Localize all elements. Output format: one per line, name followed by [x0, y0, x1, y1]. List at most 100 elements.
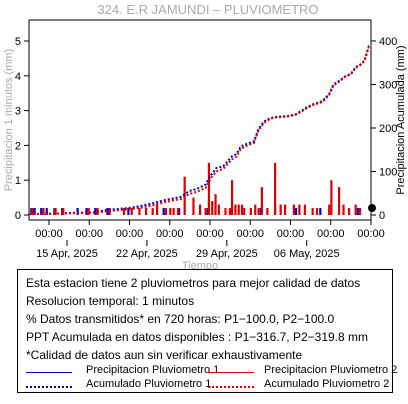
precip-bar [228, 208, 231, 215]
precip-bar [224, 208, 227, 215]
precip-bar [130, 208, 133, 215]
precip-bar [354, 204, 357, 215]
precip-bar [172, 208, 175, 215]
x-date-label: 29 Apr, 2025 [196, 248, 258, 260]
info-line-resolution: Resolucion temporal: 1 minutos [26, 294, 195, 308]
precip-bar [40, 208, 43, 215]
left-tick-label: 5 [15, 36, 21, 48]
left-tick-label: 2 [15, 140, 21, 152]
x-time-label: 00:00 [116, 228, 144, 240]
precip-bar [315, 208, 319, 215]
right-tick-label: 400 [379, 36, 397, 48]
precip-bar [162, 208, 165, 215]
precip-bar [151, 208, 154, 215]
precip-bar [257, 208, 260, 215]
precip-bar [30, 208, 33, 215]
right-axis-ticks: 0 100 200 300 400 [371, 36, 397, 222]
precip-bar [31, 208, 34, 215]
precip-bar [243, 208, 246, 215]
info-line-pluviometers: Esta estacion tiene 2 pluviometros para … [26, 276, 361, 290]
left-tick-label: 0 [15, 210, 21, 222]
precip-bar [199, 204, 202, 215]
left-axis-label: Precipitacion 1 minutos (mm) [3, 49, 15, 191]
precip-bar [294, 208, 298, 215]
precip-bar [234, 204, 237, 215]
precip-bar [311, 208, 314, 215]
x-date-label: 15 Apr, 2025 [36, 248, 98, 260]
precip-bar [342, 204, 345, 215]
precip-bar [61, 208, 64, 215]
precip-bar [207, 162, 211, 215]
x-date-label: 22 Apr, 2025 [116, 248, 178, 260]
precip-bar [164, 208, 167, 215]
precip-bar [178, 208, 181, 215]
precip-bar [217, 204, 220, 215]
accumulated-line [28, 45, 372, 216]
left-tick-label: 1 [15, 175, 21, 187]
x-time-label: 00:00 [75, 228, 103, 240]
precip-bar [45, 208, 48, 215]
precip-bar [328, 204, 331, 215]
precip-bar [214, 194, 217, 215]
right-tick-label: 100 [379, 167, 397, 179]
precip-bar [338, 187, 341, 215]
legend-label-accum-1: Acumulado Pluviometro 1 [86, 378, 212, 390]
precip-bar [211, 201, 214, 215]
precip-bar [266, 208, 269, 215]
precip-bar [54, 208, 57, 215]
info-line-transmitted: % Datos transmitidos* en 720 horas: P1−1… [26, 312, 335, 326]
precip-bar [176, 208, 180, 215]
right-tick-label: 0 [379, 210, 385, 222]
precip-bar [53, 208, 56, 215]
precip-bar [76, 208, 79, 215]
precip-bar [85, 208, 88, 215]
precip-bar [283, 204, 287, 215]
left-tick-label: 3 [15, 106, 21, 118]
right-tick-label: 200 [379, 123, 397, 135]
status-dot-marker [368, 204, 376, 212]
precip-bar [144, 208, 148, 215]
x-time-label: 00:00 [196, 228, 224, 240]
right-axis-label: Precipitacion Acumulada (mm) [395, 45, 407, 194]
precip-bar [230, 180, 234, 215]
right-tick-label: 300 [379, 80, 397, 92]
precip-bar [42, 208, 45, 215]
legend-label-precip-1: Precipitacion Pluviometro 1 [86, 364, 220, 376]
precip-bar [206, 208, 209, 215]
precip-bar [127, 208, 130, 215]
left-axis-ticks: 0 1 2 3 4 5 [15, 36, 29, 222]
precip-bar [279, 204, 282, 215]
x-time-label: 00:00 [277, 228, 305, 240]
precip-bar [330, 180, 333, 215]
precip-bar [192, 197, 195, 215]
precip-bar [358, 208, 362, 215]
precip-bar [249, 208, 252, 215]
info-panel: Esta estacion tiene 2 pluviometros para … [17, 269, 397, 393]
accumulated-line [28, 44, 372, 216]
x-time-label: 00:00 [156, 228, 184, 240]
x-date-ticks: 15 Apr, 2025 22 Apr, 2025 29 Apr, 2025 06 M… [36, 240, 340, 260]
precip-bar [138, 208, 141, 215]
x-time-label: 00:00 [317, 228, 345, 240]
precip-bar [204, 208, 207, 215]
precip-bar [347, 208, 351, 215]
precip-bar [274, 162, 277, 215]
precip-bar [122, 208, 126, 215]
precip-bar [319, 208, 322, 215]
precip-bar [237, 204, 240, 215]
left-tick-label: 4 [15, 71, 21, 83]
precip-bar [259, 208, 262, 215]
precip-bar [155, 204, 159, 215]
chart-title: 324. E.R JAMUNDI – PLUVIOMETRO [97, 2, 318, 17]
x-time-label: 00:00 [236, 228, 264, 240]
precip-bar [356, 208, 359, 215]
precip-bar [254, 204, 257, 215]
x-time-ticks: 00:00 00:00 00:00 00:00 00:00 00:00 00:00 00:00… [35, 220, 385, 240]
precipitation-bars [30, 162, 362, 215]
x-time-label: 00:00 [357, 228, 385, 240]
precip-bar [292, 204, 295, 215]
precip-bar [106, 208, 109, 215]
legend-swatch-accum-2 [208, 386, 254, 388]
precip-bar [169, 208, 172, 215]
